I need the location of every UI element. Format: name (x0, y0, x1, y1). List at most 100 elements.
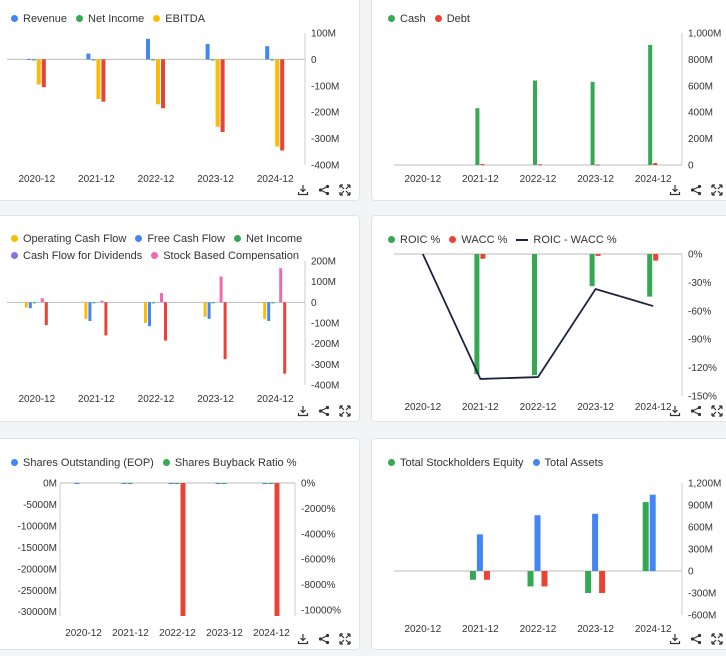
bar[interactable] (84, 302, 88, 319)
bar[interactable] (151, 59, 155, 61)
legend-item-roic-minus-wacc[interactable]: ROIC - WACC % (516, 234, 617, 246)
bar[interactable] (121, 483, 127, 484)
bar[interactable] (220, 59, 225, 132)
legend-item-cash[interactable]: Cash (388, 13, 426, 25)
bar[interactable] (28, 302, 32, 309)
download-icon[interactable] (297, 184, 309, 196)
download-icon[interactable] (669, 633, 681, 645)
legend-item-shares-outstanding[interactable]: Shares Outstanding (EOP) (11, 457, 154, 469)
bar[interactable] (156, 59, 160, 105)
bar[interactable] (127, 483, 133, 484)
download-icon[interactable] (669, 184, 681, 196)
bar[interactable] (532, 254, 537, 376)
bar[interactable] (144, 302, 147, 323)
series-line[interactable] (421, 253, 654, 380)
bar[interactable] (207, 302, 211, 319)
bar[interactable] (283, 302, 287, 374)
bar[interactable] (480, 254, 486, 259)
share-icon[interactable] (690, 405, 702, 417)
bar[interactable] (541, 571, 548, 587)
bar[interactable] (219, 276, 223, 303)
bar[interactable] (648, 44, 653, 165)
bar[interactable] (92, 302, 96, 304)
bar[interactable] (647, 254, 653, 297)
expand-icon[interactable] (339, 184, 351, 196)
share-icon[interactable] (690, 184, 702, 196)
share-icon[interactable] (690, 633, 702, 645)
bar[interactable] (221, 483, 227, 484)
expand-icon[interactable] (711, 633, 723, 645)
bar[interactable] (534, 515, 541, 571)
bar[interactable] (146, 38, 150, 60)
legend-item-cash-flow-dividends[interactable]: Cash Flow for Dividends (11, 250, 142, 262)
bar[interactable] (642, 502, 649, 571)
expand-icon[interactable] (711, 405, 723, 417)
bar[interactable] (483, 571, 490, 580)
bar[interactable] (44, 302, 48, 326)
bar[interactable] (653, 163, 658, 165)
download-icon[interactable] (669, 405, 681, 417)
share-icon[interactable] (318, 405, 330, 417)
legend-item-total-assets[interactable]: Total Assets (532, 457, 603, 469)
bar[interactable] (595, 254, 601, 256)
bar[interactable] (475, 108, 480, 165)
bar[interactable] (40, 298, 44, 303)
expand-icon[interactable] (339, 633, 351, 645)
bar[interactable] (592, 513, 599, 571)
bar[interactable] (164, 302, 167, 341)
bar[interactable] (585, 571, 592, 593)
legend-item-free-cash-flow[interactable]: Free Cash Flow (135, 233, 225, 245)
bar[interactable] (41, 59, 46, 88)
bar[interactable] (265, 46, 270, 60)
bar[interactable] (88, 302, 92, 321)
bar[interactable] (86, 53, 91, 60)
share-icon[interactable] (318, 633, 330, 645)
bar[interactable] (148, 302, 151, 327)
bar[interactable] (91, 59, 96, 61)
bar[interactable] (595, 164, 600, 166)
bar[interactable] (279, 268, 283, 303)
bar[interactable] (538, 164, 542, 166)
bar[interactable] (26, 58, 31, 60)
bar[interactable] (469, 571, 476, 580)
legend-item-debt[interactable]: Debt (434, 13, 470, 25)
bar[interactable] (589, 254, 595, 287)
bar[interactable] (271, 302, 275, 304)
bar[interactable] (168, 483, 174, 484)
bar[interactable] (36, 59, 41, 85)
bar[interactable] (476, 534, 483, 571)
bar[interactable] (268, 483, 274, 484)
legend-item-shares-buyback-ratio[interactable]: Shares Buyback Ratio % (162, 457, 297, 469)
legend-item-ebitda[interactable]: EBITDA (153, 13, 205, 25)
bar[interactable] (174, 483, 180, 484)
legend-item-wacc[interactable]: WACC % (449, 234, 507, 246)
legend-item-total-stockholders-equity[interactable]: Total Stockholders Equity (388, 457, 524, 469)
bar[interactable] (74, 483, 80, 484)
bar[interactable] (527, 571, 534, 587)
legend-item-net-income[interactable]: Net Income (233, 233, 302, 245)
legend-item-operating-cash-flow[interactable]: Operating Cash Flow (11, 233, 126, 245)
bar[interactable] (100, 300, 104, 303)
bar[interactable] (599, 571, 606, 593)
bar[interactable] (24, 302, 28, 308)
bar[interactable] (474, 254, 480, 375)
bar[interactable] (215, 483, 221, 484)
bar[interactable] (96, 59, 101, 99)
legend-item-net-income[interactable]: Net Income (76, 13, 144, 25)
bar[interactable] (649, 494, 656, 571)
bar[interactable] (32, 302, 36, 304)
bar[interactable] (274, 483, 280, 616)
legend-item-stock-based-compensation[interactable]: Stock Based Compensation (151, 250, 299, 262)
download-icon[interactable] (297, 405, 309, 417)
legend-item-revenue[interactable]: Revenue (11, 13, 67, 25)
bar[interactable] (161, 59, 165, 109)
bar[interactable] (262, 483, 268, 484)
legend-item-roic[interactable]: ROIC % (388, 234, 440, 246)
bar[interactable] (275, 59, 280, 147)
bar[interactable] (152, 302, 155, 304)
bar[interactable] (270, 59, 275, 61)
bar[interactable] (263, 302, 267, 319)
bar[interactable] (280, 59, 285, 151)
bar[interactable] (211, 302, 215, 304)
bar[interactable] (203, 302, 207, 317)
